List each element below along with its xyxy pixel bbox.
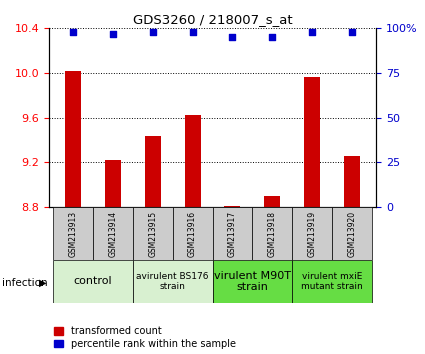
Bar <box>173 207 212 260</box>
Bar <box>144 136 161 207</box>
Text: ▶: ▶ <box>39 278 47 288</box>
Bar <box>212 260 292 303</box>
Point <box>189 29 196 35</box>
Bar <box>332 207 372 260</box>
Bar <box>264 196 281 207</box>
Bar <box>224 206 241 207</box>
Bar <box>212 207 252 260</box>
Text: GSM213916: GSM213916 <box>188 211 197 257</box>
Bar <box>304 78 320 207</box>
Text: GSM213919: GSM213919 <box>308 211 317 257</box>
Text: GSM213915: GSM213915 <box>148 211 157 257</box>
Text: GSM213920: GSM213920 <box>348 211 357 257</box>
Text: virulent mxiE
mutant strain: virulent mxiE mutant strain <box>301 272 363 291</box>
Point <box>309 29 316 35</box>
Bar <box>292 260 372 303</box>
Bar <box>93 207 133 260</box>
Point <box>229 34 236 40</box>
Point <box>109 31 116 36</box>
Text: control: control <box>74 276 112 286</box>
Point <box>349 29 356 35</box>
Title: GDS3260 / 218007_s_at: GDS3260 / 218007_s_at <box>133 13 292 26</box>
Bar <box>344 156 360 207</box>
Bar <box>53 207 93 260</box>
Text: GSM213913: GSM213913 <box>68 211 77 257</box>
Text: GSM213917: GSM213917 <box>228 211 237 257</box>
Text: GSM213914: GSM213914 <box>108 211 117 257</box>
Bar <box>184 115 201 207</box>
Bar <box>133 260 212 303</box>
Bar <box>65 71 81 207</box>
Text: virulent M90T
strain: virulent M90T strain <box>214 270 291 292</box>
Point <box>269 34 276 40</box>
Bar <box>105 160 121 207</box>
Legend: transformed count, percentile rank within the sample: transformed count, percentile rank withi… <box>54 326 236 349</box>
Point <box>149 29 156 35</box>
Bar <box>252 207 292 260</box>
Text: GSM213918: GSM213918 <box>268 211 277 257</box>
Text: infection: infection <box>2 278 48 288</box>
Point <box>69 29 76 35</box>
Bar <box>133 207 173 260</box>
Bar <box>292 207 332 260</box>
Bar <box>53 260 133 303</box>
Text: avirulent BS176
strain: avirulent BS176 strain <box>136 272 209 291</box>
